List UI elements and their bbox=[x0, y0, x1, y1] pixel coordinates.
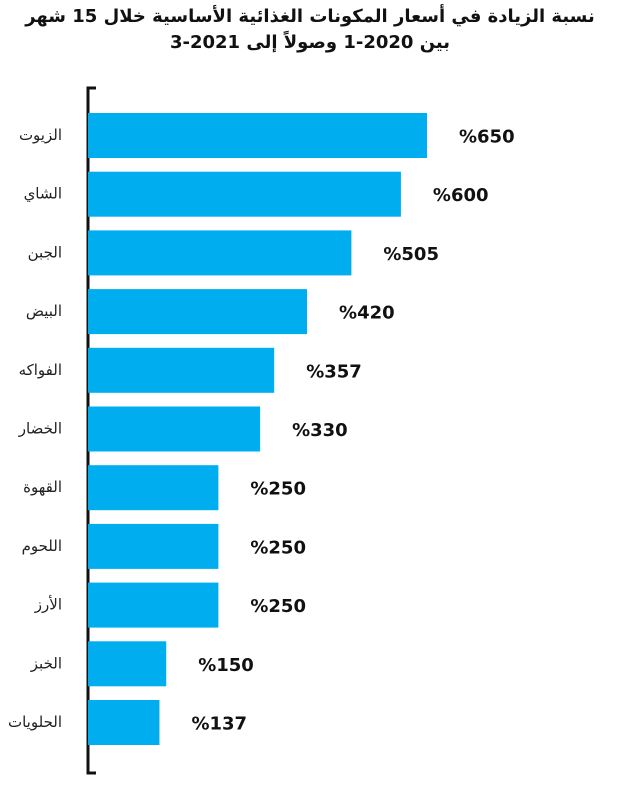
bar bbox=[88, 289, 308, 335]
bar bbox=[88, 230, 352, 276]
category-label: الحلويات bbox=[8, 713, 62, 731]
category-label: اللحوم bbox=[22, 537, 62, 555]
bar bbox=[88, 347, 275, 393]
category-label: الفواكه bbox=[19, 361, 62, 379]
bar bbox=[88, 641, 167, 687]
value-label: %330 bbox=[292, 420, 348, 441]
category-label: الجبن bbox=[28, 243, 62, 261]
category-label: الشاي bbox=[24, 185, 62, 204]
value-label: %357 bbox=[306, 361, 362, 382]
category-label: الخضار bbox=[18, 420, 62, 438]
value-label: %137 bbox=[191, 714, 247, 735]
bar bbox=[88, 700, 160, 745]
bar bbox=[88, 113, 427, 158]
value-label: %650 bbox=[459, 127, 515, 148]
category-label: الأرز bbox=[34, 595, 62, 614]
value-label: %250 bbox=[250, 479, 306, 500]
value-label: %505 bbox=[383, 244, 439, 265]
value-label: %150 bbox=[198, 655, 254, 676]
bar bbox=[88, 582, 219, 628]
chart-title: نسبة الزيادة في أسعار المكونات الغذائية … bbox=[25, 6, 595, 53]
value-label: %420 bbox=[339, 303, 395, 324]
bar bbox=[88, 465, 219, 511]
value-label: %250 bbox=[250, 537, 306, 558]
category-label: الزيوت bbox=[19, 126, 62, 144]
category-label: القهوة bbox=[23, 478, 62, 496]
value-label: %250 bbox=[250, 596, 306, 617]
category-label: البيض bbox=[26, 302, 62, 320]
bar bbox=[88, 171, 401, 217]
bar bbox=[88, 406, 261, 452]
value-label: %600 bbox=[433, 185, 489, 206]
bar bbox=[88, 523, 219, 569]
category-label: الخبز bbox=[30, 654, 62, 672]
